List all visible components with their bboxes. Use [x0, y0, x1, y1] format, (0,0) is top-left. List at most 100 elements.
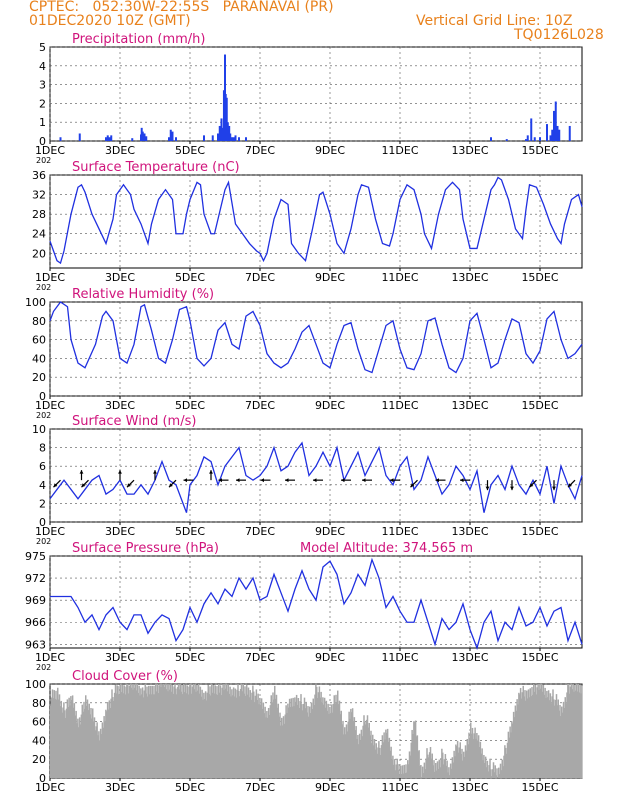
cloud-cover-bar	[261, 708, 264, 778]
cloud-cover-bar	[226, 691, 229, 778]
x-tick-label: 3DEC	[105, 271, 135, 284]
cloud-cover-bar	[325, 700, 328, 778]
x-tick-label: 9DEC	[315, 271, 345, 284]
pressure-panel	[49, 555, 583, 651]
cloud-cover-bar	[406, 772, 408, 778]
cloud-cover-bar	[290, 698, 293, 778]
cloud-cover-bar	[386, 728, 389, 778]
cloud-cover-bar	[190, 693, 193, 778]
cloud-cover-bar	[108, 700, 111, 778]
cloud-cover-bar	[75, 710, 77, 778]
wind-arrow-head	[410, 483, 415, 488]
cloud-cover-bar	[576, 691, 579, 778]
cloud-cover-bar	[343, 734, 345, 778]
y-tick-label: 24	[32, 228, 46, 241]
cloud-cover-bar	[571, 689, 573, 778]
precip-bar	[533, 137, 536, 141]
cloud-cover-bar	[365, 724, 367, 778]
cloud-cover-bar	[139, 695, 141, 778]
cloud-cover-bar	[146, 686, 148, 778]
x-tick-label: 5DEC	[175, 271, 205, 284]
cloud-cover-bar	[231, 689, 233, 778]
cloud-cover-bar	[546, 690, 548, 778]
cloud-cover-bar	[564, 697, 566, 778]
y-tick-label: 5	[39, 41, 46, 54]
cloud-cover-bar	[225, 688, 227, 778]
cloud-cover-bar	[254, 695, 257, 778]
cloud-cover-bar	[50, 705, 52, 778]
y-tick-label: 20	[32, 247, 46, 260]
precip-bar	[105, 137, 107, 141]
y-tick-label: 3	[39, 79, 46, 92]
cloud-cover-bar	[380, 745, 383, 778]
cloud-cover-bar	[288, 698, 291, 778]
cloud-cover-bar	[244, 686, 246, 778]
cloud-cover-bar	[182, 694, 184, 778]
cloud-cover-bar	[526, 690, 528, 778]
cloud-cover-bar	[472, 739, 475, 778]
precip-bar	[217, 133, 219, 141]
x-tick-label: 3DEC	[105, 144, 135, 157]
cloud-cover-bar	[175, 688, 177, 778]
cloud-cover-bar	[91, 718, 93, 778]
cloud-cover-bar	[65, 708, 68, 778]
cloud-cover-bar	[126, 684, 128, 778]
precip-bar	[546, 124, 548, 141]
cloud-cover-bar	[131, 684, 133, 778]
cloud-cover-bar	[400, 774, 403, 778]
cloud-cover-bar	[407, 760, 409, 778]
cloud-cover-bar	[557, 699, 559, 778]
cloud-cover-bar	[428, 757, 430, 778]
cloud-cover-bar	[550, 703, 552, 778]
x-tick-label: 7DEC	[245, 781, 275, 794]
x-tick-label: 1DEC	[35, 271, 65, 284]
cloud-cover-bar	[340, 710, 342, 778]
cloud-cover-bar	[117, 694, 119, 778]
cloud-cover-bar	[78, 727, 80, 778]
cloud-cover-bar	[188, 686, 190, 778]
x-tick-label: 15DEC	[521, 399, 558, 412]
cloud-cover-bar	[411, 729, 413, 778]
temp-panel	[49, 174, 583, 271]
cloud-cover-bar	[569, 686, 572, 778]
precip-bar	[211, 135, 214, 141]
cloud-cover-bar	[537, 684, 539, 778]
cloud-cover-bar	[185, 693, 188, 778]
x-tick-label: 5DEC	[175, 525, 205, 538]
y-tick-label: 10	[32, 423, 46, 436]
cloud-cover-bar	[147, 696, 149, 778]
cloud-cover-bar	[313, 705, 315, 778]
wind-arrow-head	[218, 478, 223, 483]
precip-bar	[556, 125, 559, 141]
cloud-cover-bar	[141, 694, 143, 778]
cloud-cover-bar	[181, 684, 183, 778]
cloud-cover-bar	[514, 705, 517, 778]
wind-arrow-head	[568, 483, 572, 488]
cloud-cover-bar	[443, 759, 446, 778]
cloud-cover-bar	[555, 694, 558, 778]
cloud-cover-bar	[253, 691, 255, 778]
cloud-cover-bar	[78, 717, 81, 778]
cloud-cover-bar	[130, 687, 132, 778]
cloud-cover-bar	[551, 696, 553, 778]
cloud-cover-bar	[457, 752, 460, 778]
cloud-cover-bar	[399, 775, 401, 778]
cloud-cover-bar	[50, 697, 53, 778]
cloud-cover-bar	[498, 774, 501, 778]
cloud-cover-bar	[307, 706, 309, 778]
cloud-cover-bar	[53, 690, 55, 778]
cloud-cover-bar	[558, 710, 560, 778]
cloud-cover-bar	[133, 684, 135, 778]
cloud-cover-bar	[211, 684, 213, 778]
cloud-cover-bar	[214, 685, 216, 778]
cloud-cover-bar	[187, 694, 189, 778]
cloud-cover-bar	[127, 693, 130, 778]
y-tick-label: 4	[39, 479, 46, 492]
cloud-cover-bar	[502, 766, 504, 778]
x-tick-label: 9DEC	[315, 144, 345, 157]
plot-frame	[49, 428, 583, 523]
cloud-cover-bar	[114, 684, 117, 778]
cloud-cover-bar	[220, 695, 223, 778]
x-tick-label: 5DEC	[175, 144, 205, 157]
cloud-cover-bar	[495, 775, 497, 778]
